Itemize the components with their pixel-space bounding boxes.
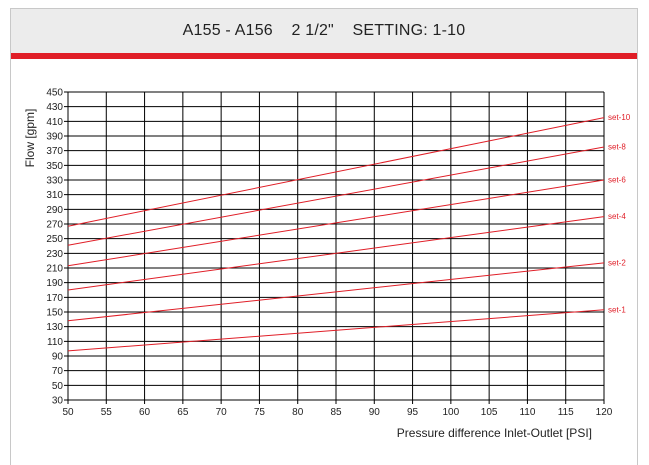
y-tick-label-10: 230 — [46, 249, 63, 260]
x-tick-label-7: 85 — [330, 407, 342, 418]
x-tick-label-14: 120 — [596, 407, 613, 418]
y-tick-label-5: 130 — [46, 322, 63, 333]
series-line-set-4 — [67, 216, 605, 291]
y-tick-label-1: 50 — [52, 381, 64, 392]
y-tick-label-18: 390 — [46, 132, 63, 143]
x-axis-label: Pressure difference Inlet-Outlet [PSI] — [397, 426, 592, 440]
x-tick-label-13: 115 — [558, 407, 574, 418]
y-tick-label-20: 430 — [46, 102, 63, 113]
x-tick-label-11: 105 — [481, 407, 498, 418]
y-tick-label-0: 30 — [52, 396, 64, 407]
y-tick-label-8: 190 — [46, 278, 63, 289]
series-line-set-8 — [67, 146, 605, 246]
y-tick-label-7: 170 — [46, 293, 63, 304]
y-tick-label-14: 310 — [46, 190, 63, 201]
chart-header: A155 - A156 2 1/2" SETTING: 1-10 — [11, 9, 637, 53]
x-tick-label-0: 50 — [62, 407, 74, 418]
series-line-set-2 — [67, 262, 605, 322]
y-tick-labels: 30 50 70 90 110 130 150 170 190 210 230 250 270 290 31… — [46, 88, 63, 407]
series-label-set-10: set-10 — [608, 113, 631, 122]
accent-bar — [11, 53, 637, 59]
x-tick-label-8: 90 — [369, 407, 381, 418]
y-tick-label-19: 410 — [46, 117, 63, 128]
y-tick-label-21: 450 — [46, 88, 63, 99]
y-tick-label-11: 250 — [46, 234, 63, 245]
x-tick-label-2: 60 — [139, 407, 151, 418]
x-tick-labels: 50 55 60 65 70 75 80 85 90 95 100 105 110 115 120 — [62, 407, 612, 418]
x-tick-label-12: 110 — [519, 407, 535, 418]
chart-title: A155 - A156 2 1/2" SETTING: 1-10 — [182, 22, 466, 39]
x-tick-label-1: 55 — [101, 407, 113, 418]
x-tick-label-9: 95 — [407, 407, 419, 418]
y-tick-label-17: 370 — [46, 146, 63, 157]
y-tick-label-13: 290 — [46, 205, 63, 216]
y-axis-label: Flow [gpm] — [23, 109, 37, 168]
y-tick-label-16: 350 — [46, 161, 63, 172]
series-lines — [67, 117, 605, 352]
series-label-set-4: set-4 — [608, 212, 626, 221]
y-tick-label-6: 150 — [46, 308, 63, 319]
series-labels: set-1 set-2 set-4 set-6 set-8 set-10 — [608, 113, 631, 314]
series-label-set-2: set-2 — [608, 258, 626, 267]
series-label-set-6: set-6 — [608, 176, 626, 185]
x-tick-label-6: 80 — [292, 407, 304, 418]
y-tick-label-15: 330 — [46, 176, 63, 187]
x-tick-label-10: 100 — [443, 407, 460, 418]
series-label-set-1: set-1 — [608, 305, 626, 314]
series-line-set-1 — [67, 309, 605, 352]
y-tick-label-9: 210 — [46, 264, 63, 275]
x-tick-label-5: 75 — [254, 407, 266, 418]
y-tick-label-12: 270 — [46, 220, 63, 231]
x-tick-label-3: 65 — [177, 407, 189, 418]
y-tick-label-4: 110 — [47, 337, 63, 348]
series-line-set-10 — [67, 117, 605, 227]
y-tick-label-3: 90 — [52, 352, 64, 363]
series-line-set-6 — [67, 179, 605, 267]
grid — [64, 91, 605, 404]
x-tick-label-4: 70 — [216, 407, 228, 418]
series-label-set-8: set-8 — [608, 143, 626, 152]
y-tick-label-2: 70 — [52, 366, 64, 377]
